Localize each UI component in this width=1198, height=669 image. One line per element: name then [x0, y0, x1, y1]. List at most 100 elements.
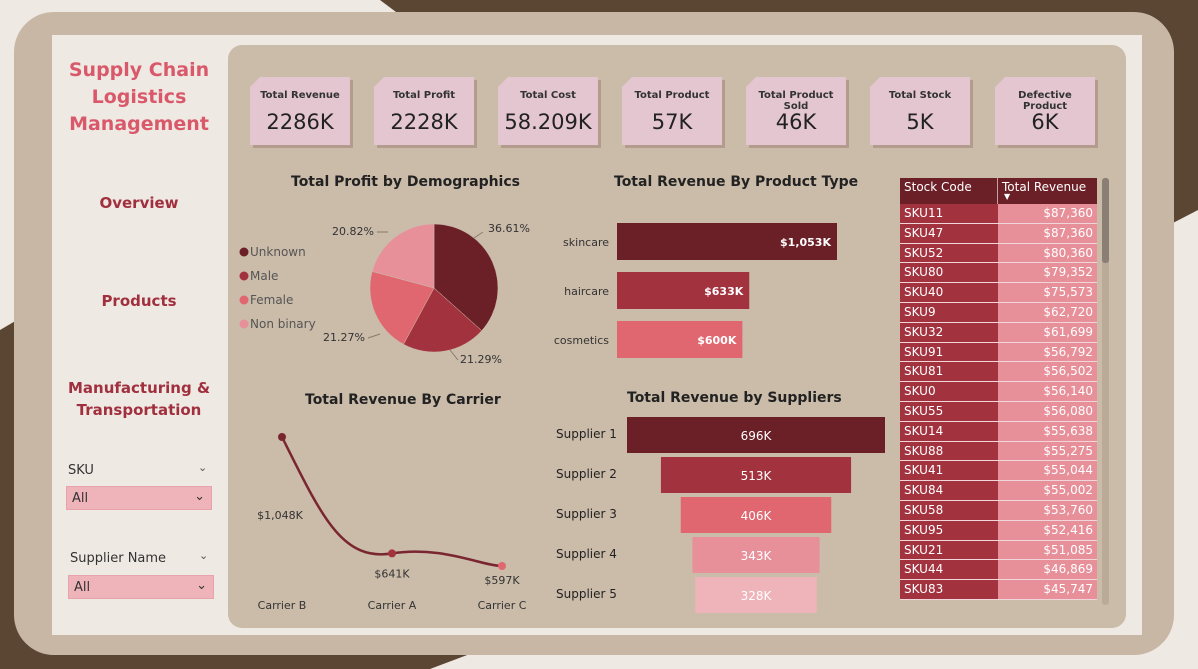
nav-products[interactable]: Products	[101, 292, 177, 310]
kpi-card: Total Product Sold 46K	[746, 77, 846, 145]
funnel-data-label: 343K	[741, 549, 773, 563]
kpi-card: Total Cost 58.209K	[498, 77, 598, 145]
nav-manufacturing-transportation[interactable]: Manufacturing & Transportation	[67, 379, 211, 419]
legend-label: Unknown	[250, 245, 306, 259]
stock-code-cell: SKU83	[900, 580, 998, 599]
total-revenue-cell: $56,080	[998, 401, 1097, 421]
stock-code-cell: SKU9	[900, 302, 998, 322]
table-row[interactable]: SKU9 $62,720	[900, 302, 1097, 323]
table-row[interactable]: SKU58 $53,760	[900, 500, 1097, 521]
chevron-down-icon: ⌄	[196, 578, 207, 593]
total-revenue-cell: $61,699	[998, 322, 1097, 342]
sku-dropdown-value: All	[72, 491, 89, 506]
funnel-bar	[627, 417, 885, 453]
line-data-label: $1,048K	[257, 509, 303, 522]
total-revenue-cell: $55,638	[998, 421, 1097, 441]
table-row[interactable]: SKU44 $46,869	[900, 560, 1097, 581]
scrollbar-thumb[interactable]	[1102, 178, 1109, 263]
table-row[interactable]: SKU47 $87,360	[900, 223, 1097, 244]
legend-label: Non binary	[250, 317, 316, 331]
table-row[interactable]: SKU95 $52,416	[900, 520, 1097, 541]
kpi-title: Defective Product	[1018, 90, 1072, 112]
kpi-value: 2286K	[266, 110, 334, 134]
pie-slice	[369, 271, 435, 345]
bar-category-label: haircare	[564, 285, 609, 298]
legend-marker	[239, 271, 249, 281]
total-revenue-cell: $52,416	[998, 520, 1097, 540]
funnel-data-label: 513K	[741, 469, 773, 483]
table-row[interactable]: SKU41 $55,044	[900, 461, 1097, 482]
supplier-dropdown[interactable]: All ⌄	[68, 575, 214, 599]
suppliers-chart-title: Total Revenue by Suppliers	[627, 390, 842, 406]
chevron-down-icon[interactable]: ⌄	[199, 549, 209, 562]
stock-code-cell: SKU44	[900, 560, 998, 580]
kpi-card: Total Revenue 2286K	[250, 77, 350, 145]
table-row[interactable]: SKU11 $87,360	[900, 204, 1097, 224]
legend-label: Female	[250, 293, 293, 307]
table-row[interactable]: SKU0 $56,140	[900, 382, 1097, 402]
table-row[interactable]: SKU40 $75,573	[900, 283, 1097, 303]
stock-code-cell: SKU14	[900, 421, 998, 441]
pie-leader-line	[449, 349, 459, 361]
funnel-bar	[692, 537, 820, 573]
pie-data-label: 21.29%	[460, 353, 502, 366]
stock-code-cell: SKU88	[900, 441, 998, 461]
table-row[interactable]: SKU81 $56,502	[900, 362, 1097, 383]
kpi-value: 46K	[775, 110, 817, 134]
funnel-category-label: Supplier 4	[556, 547, 617, 561]
app-title: Supply Chain Logistics Management	[68, 59, 210, 135]
nav-overview[interactable]: Overview	[99, 194, 179, 212]
table-row[interactable]: SKU52 $80,360	[900, 243, 1097, 264]
total-revenue-cell: $53,760	[998, 500, 1097, 520]
sort-descending-icon: ▼	[1004, 192, 1011, 201]
total-revenue-cell: $51,085	[998, 540, 1097, 560]
stock-code-cell: SKU95	[900, 520, 998, 540]
table-header: Stock Code Total Revenue ▼	[900, 178, 1097, 204]
line-series	[280, 436, 503, 568]
bar-data-label: $1,053K	[780, 236, 831, 249]
funnel-category-label: Supplier 5	[556, 587, 617, 601]
bar	[617, 272, 750, 309]
bar-data-label: $600K	[697, 334, 737, 347]
kpi-value: 57K	[651, 110, 693, 134]
stock-code-cell: SKU81	[900, 362, 998, 382]
kpi-title: Total Product	[634, 90, 710, 101]
bar-data-label: $633K	[704, 285, 744, 298]
table-row[interactable]: SKU80 $79,352	[900, 263, 1097, 284]
total-revenue-cell: $79,352	[998, 263, 1097, 283]
chevron-down-icon[interactable]: ⌄	[198, 461, 208, 474]
table-row[interactable]: SKU84 $55,002	[900, 481, 1097, 501]
column-header-total-revenue-label: Total Revenue	[1002, 180, 1087, 194]
table-row[interactable]: SKU21 $51,085	[900, 540, 1097, 561]
pie-data-label: 36.61%	[488, 222, 530, 235]
stock-code-cell: SKU84	[900, 481, 998, 500]
pie-data-label: 20.82%	[332, 225, 374, 238]
column-header-stock-code[interactable]: Stock Code	[900, 178, 998, 204]
pie-slice	[371, 223, 435, 289]
table-row[interactable]: SKU83 $45,747	[900, 580, 1097, 600]
stock-code-cell: SKU52	[900, 243, 998, 263]
legend-marker	[239, 247, 249, 257]
table-row[interactable]: SKU91 $56,792	[900, 342, 1097, 363]
table-row[interactable]: SKU32 $61,699	[900, 322, 1097, 343]
kpi-value: 5K	[906, 110, 934, 134]
kpi-value: 6K	[1031, 110, 1059, 134]
table-row[interactable]: SKU55 $56,080	[900, 401, 1097, 422]
table-row[interactable]: SKU88 $55,275	[900, 441, 1097, 462]
total-revenue-cell: $55,002	[998, 481, 1097, 500]
table-scrollbar[interactable]	[1102, 178, 1109, 605]
kpi-title: Total Cost	[520, 90, 576, 101]
sku-dropdown[interactable]: All ⌄	[66, 486, 212, 510]
total-revenue-cell: $87,360	[998, 223, 1097, 243]
stock-code-cell: SKU40	[900, 283, 998, 302]
total-revenue-cell: $56,792	[998, 342, 1097, 362]
carrier-chart-title: Total Revenue By Carrier	[305, 392, 501, 408]
funnel-category-label: Supplier 3	[556, 507, 617, 521]
pie-leader-line	[473, 231, 484, 239]
table-row[interactable]: SKU14 $55,638	[900, 421, 1097, 442]
funnel-category-label: Supplier 2	[556, 467, 617, 481]
column-header-total-revenue[interactable]: Total Revenue ▼	[998, 178, 1097, 204]
total-revenue-cell: $45,747	[998, 580, 1097, 599]
total-revenue-cell: $56,502	[998, 362, 1097, 382]
